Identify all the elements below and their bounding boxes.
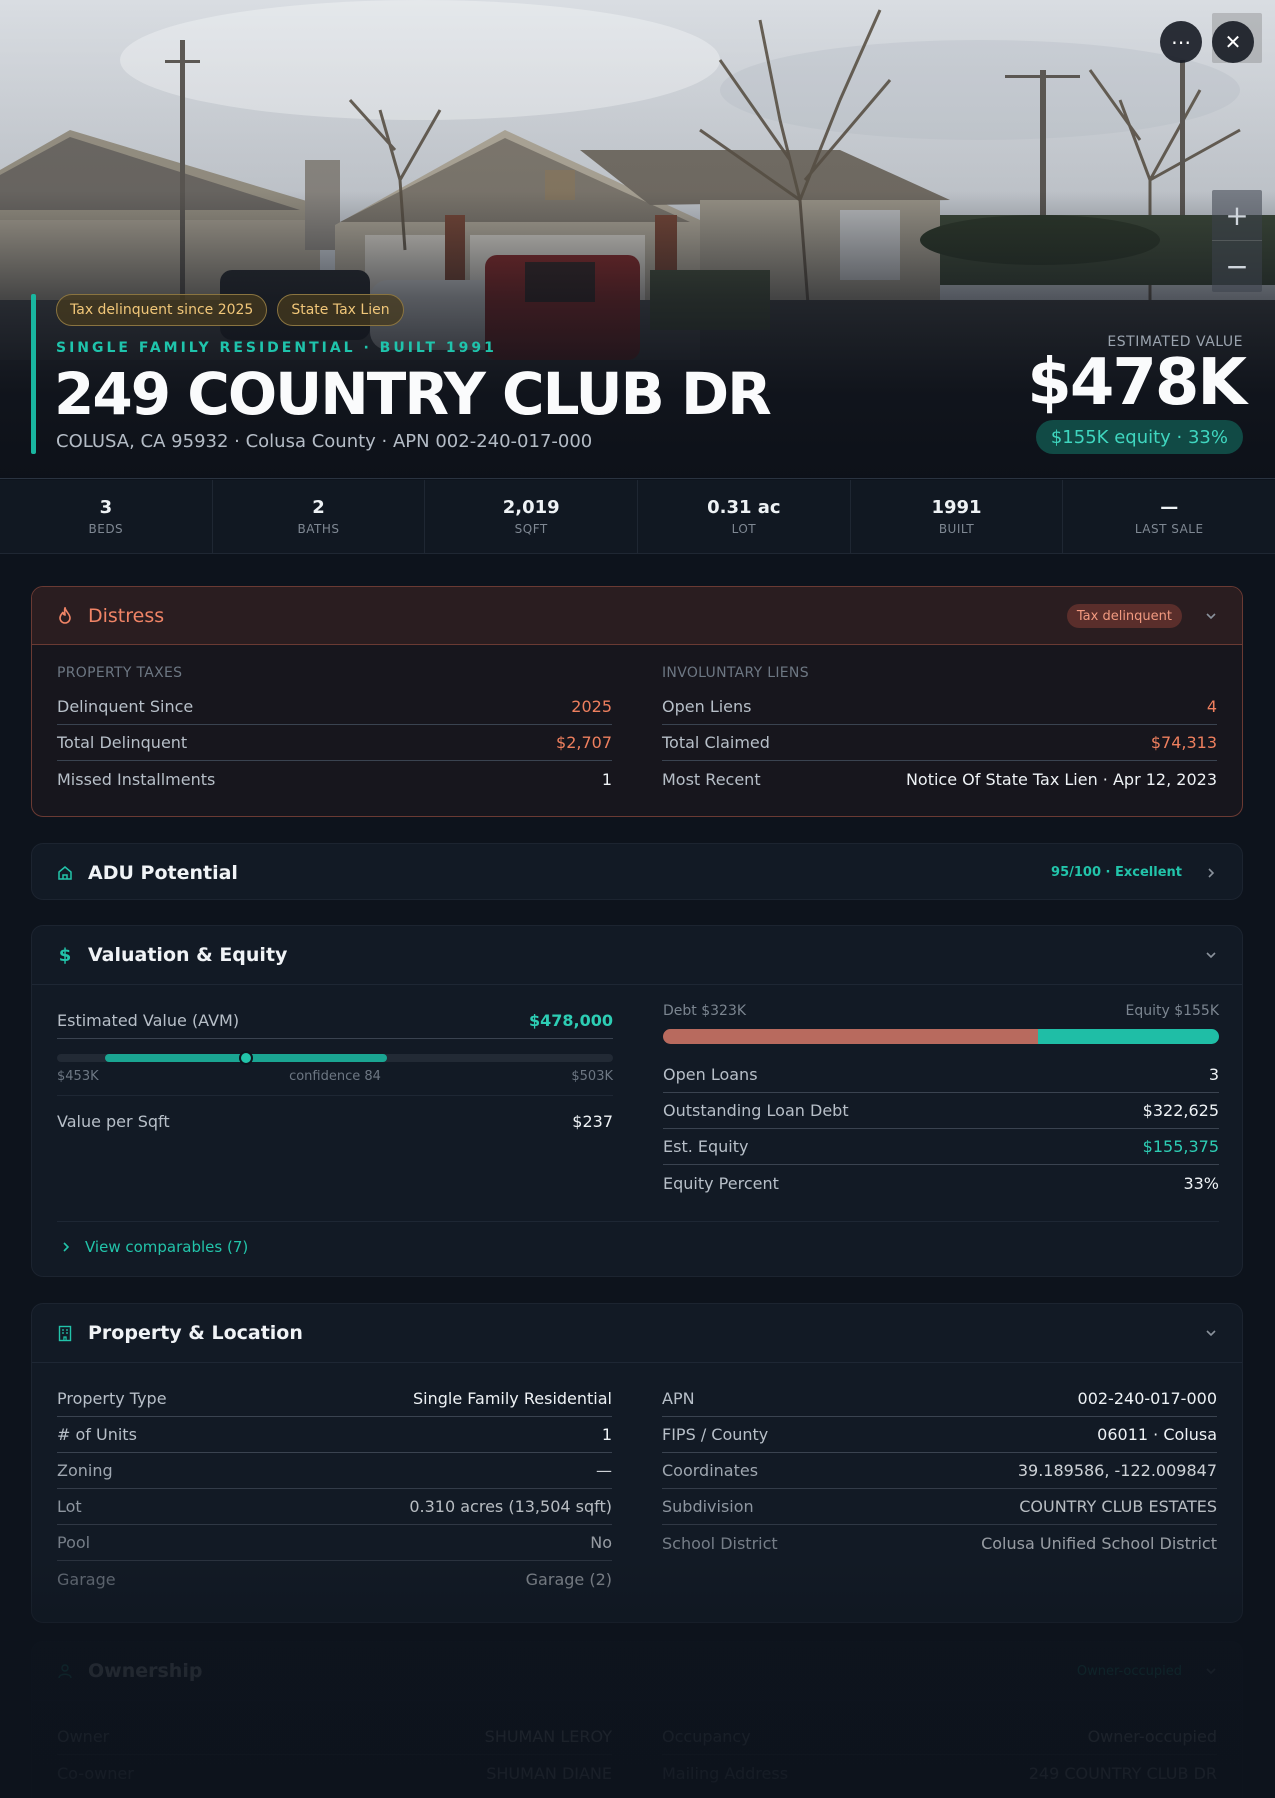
dollar-icon: $ xyxy=(58,944,72,966)
chip-tax-delinquent: Tax delinquent since 2025 xyxy=(56,294,268,326)
list-item: Total Claimed $74,313 xyxy=(662,725,1217,761)
avm-low: $453K xyxy=(57,1069,99,1084)
distress-header[interactable]: Distress Tax delinquent xyxy=(32,587,1242,645)
list-item: Zoning — xyxy=(57,1453,612,1489)
zoom-in-button[interactable]: + xyxy=(1212,190,1262,241)
close-button[interactable]: ✕ xyxy=(1212,21,1254,63)
list-item: Open Liens 4 xyxy=(662,689,1217,725)
minus-icon: − xyxy=(1225,250,1249,283)
property-address: 249 COUNTRY CLUB DR xyxy=(54,360,772,428)
property-location-card: Property & Location Property Type Single … xyxy=(31,1303,1243,1623)
chevron-right-icon[interactable] xyxy=(1204,866,1218,880)
list-item: Owner SHUMAN LEROY xyxy=(57,1719,612,1755)
estimated-value: $478K xyxy=(1027,346,1247,420)
equity-segment xyxy=(1038,1029,1219,1044)
loan-rows: Open Loans 3 Outstanding Loan Debt $322,62… xyxy=(663,1057,1219,1201)
zoom-out-button[interactable]: − xyxy=(1212,241,1262,292)
accent-bar xyxy=(31,294,36,454)
list-item: Total Delinquent $2,707 xyxy=(57,725,612,761)
distress-title: Distress xyxy=(88,604,165,627)
avm-confidence: confidence 84 xyxy=(289,1069,381,1084)
chip-state-tax-lien: State Tax Lien xyxy=(277,294,404,326)
list-item: # of Units 1 xyxy=(57,1417,612,1453)
property-taxes-section: PROPERTY TAXES Delinquent Since 2025 Tota… xyxy=(57,665,612,797)
avm-value: $478,000 xyxy=(528,1011,613,1030)
list-item: Occupancy Owner-occupied xyxy=(662,1719,1217,1755)
status-chips: Tax delinquent since 2025 State Tax Lien xyxy=(56,294,404,326)
involuntary-liens-section: INVOLUNTARY LIENS Open Liens 4 Total Clai… xyxy=(662,665,1217,797)
chevron-down-icon[interactable] xyxy=(1204,948,1218,962)
property-header[interactable]: Property & Location xyxy=(32,1304,1242,1362)
list-item: FIPS / County 06011 · Colusa xyxy=(662,1417,1217,1453)
list-item: Outstanding Loan Debt $322,625 xyxy=(663,1093,1219,1129)
property-details-right: APN 002-240-017-000 FIPS / County 06011 · … xyxy=(662,1381,1217,1597)
distress-card: Distress Tax delinquent PROPERTY TAXES D… xyxy=(31,586,1243,817)
list-item: Open Loans 3 xyxy=(663,1057,1219,1093)
stat-beds: 3 BEDS xyxy=(0,480,213,553)
ownership-header[interactable]: Ownership Owner-occupied xyxy=(32,1642,1242,1700)
distress-badge: Tax delinquent xyxy=(1066,604,1182,628)
property-title: Property & Location xyxy=(88,1322,303,1344)
view-comparables-link[interactable]: View comparables (7) xyxy=(57,1221,1219,1256)
valuation-equity-card: $ Valuation & Equity Estimated Value (AV… xyxy=(31,925,1243,1277)
ownership-card: Ownership Owner-occupied Owner SHUMAN LER… xyxy=(31,1641,1243,1798)
user-icon xyxy=(56,1662,74,1680)
valuation-title: Valuation & Equity xyxy=(88,944,288,966)
avm-range-bar xyxy=(57,1051,613,1065)
flame-icon xyxy=(56,606,74,625)
stat-baths: 2 BATHS xyxy=(213,480,426,553)
list-item: Garage Garage (2) xyxy=(57,1569,612,1589)
list-item: APN 002-240-017-000 xyxy=(662,1381,1217,1417)
more-options-button[interactable]: ⋯ xyxy=(1160,21,1202,63)
list-item: Missed Installments 1 xyxy=(57,769,612,789)
debt-equity-bar xyxy=(663,1029,1219,1044)
avm-row: Estimated Value (AVM) $478,000 xyxy=(57,1003,613,1039)
avm-high: $503K xyxy=(571,1069,613,1084)
adu-score: 95/100 · Excellent xyxy=(1051,865,1182,880)
home-icon xyxy=(56,864,74,882)
occupancy-badge: Owner-occupied xyxy=(1076,1663,1182,1679)
property-details-left: Property Type Single Family Residential #… xyxy=(57,1381,612,1597)
property-subaddress: COLUSA, CA 95932 · Colusa County · APN 0… xyxy=(56,431,593,452)
debt-segment xyxy=(663,1029,1039,1044)
debt-label: Debt $323K xyxy=(663,1003,747,1019)
map-zoom-controls: + − xyxy=(1212,190,1262,292)
stats-bar: 3 BEDS 2 BATHS 2,019 SQFT 0.31 ac LOT 1991 BU… xyxy=(0,480,1275,554)
property-type-eyebrow: SINGLE FAMILY RESIDENTIAL · BUILT 1991 xyxy=(56,340,497,356)
list-item: Delinquent Since 2025 xyxy=(57,689,612,725)
list-item: Subdivision COUNTRY CLUB ESTATES xyxy=(662,1489,1217,1525)
list-item: Most Recent Notice Of State Tax Lien · Ap… xyxy=(662,769,1217,789)
list-item: School District Colusa Unified School Dis… xyxy=(662,1533,1217,1553)
valuation-header[interactable]: $ Valuation & Equity xyxy=(32,926,1242,984)
value-per-sqft-row: Value per Sqft $237 xyxy=(57,1095,613,1139)
list-item: Lot 0.310 acres (13,504 sqft) xyxy=(57,1489,612,1525)
chevron-down-icon[interactable] xyxy=(1204,1326,1218,1340)
adu-potential-card[interactable]: ADU Potential 95/100 · Excellent xyxy=(31,843,1243,900)
equity-pill: $155K equity · 33% xyxy=(1035,420,1243,454)
chevron-down-icon[interactable] xyxy=(1204,1664,1218,1678)
stat-sqft: 2,019 SQFT xyxy=(425,480,639,553)
adu-title: ADU Potential xyxy=(88,861,238,884)
stat-last-sale: — LAST SALE xyxy=(1134,497,1204,536)
equity-label: Equity $155K xyxy=(1125,1003,1219,1019)
stat-lot: 0.31 ac LOT xyxy=(638,480,851,553)
list-item: Co-owner SHUMAN DIANE xyxy=(57,1763,612,1783)
building-icon xyxy=(56,1324,74,1342)
avm-marker xyxy=(239,1051,254,1065)
plus-icon: + xyxy=(1225,198,1249,232)
list-item: Mailing Address 249 COUNTRY CLUB DR xyxy=(662,1763,1217,1783)
list-item: Coordinates 39.189586, -122.009847 xyxy=(662,1453,1217,1489)
chevron-down-icon[interactable] xyxy=(1204,609,1218,623)
more-horizontal-icon: ⋯ xyxy=(1171,30,1191,54)
close-icon: ✕ xyxy=(1224,30,1242,54)
list-item: Equity Percent 33% xyxy=(663,1173,1219,1193)
list-item: Property Type Single Family Residential xyxy=(57,1381,612,1417)
estimated-value-label: ESTIMATED VALUE xyxy=(1107,334,1243,350)
chevron-right-icon xyxy=(63,1242,70,1252)
list-item: Pool No xyxy=(57,1525,612,1561)
stat-built: 1991 BUILT xyxy=(851,480,1064,553)
hero: ⋯ ✕ + − Tax delinquent since 2025 State … xyxy=(0,0,1275,479)
list-item: Est. Equity $155,375 xyxy=(663,1129,1219,1165)
ownership-title: Ownership xyxy=(88,1660,203,1682)
